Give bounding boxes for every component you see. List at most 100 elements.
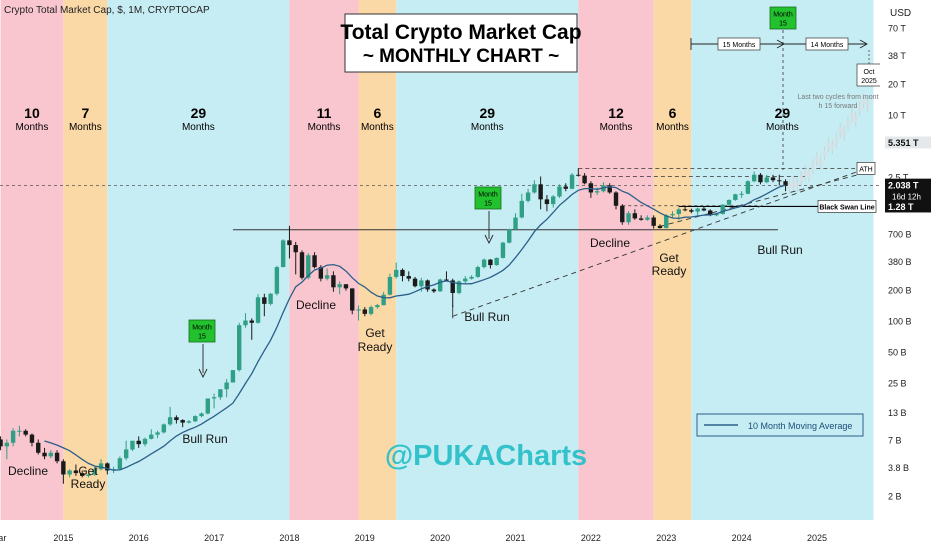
candle-body (0, 439, 3, 447)
month15-num: 15 (198, 334, 206, 341)
candle-body (758, 174, 763, 183)
projection: Last two cycles from mont h 15 forward (787, 93, 879, 194)
month15-box (474, 186, 502, 210)
y-tick-label: 2 B (888, 491, 902, 501)
projection-candle (834, 137, 838, 144)
candle-body (237, 325, 242, 371)
projection-candle (830, 144, 834, 151)
ma-legend-label: 10 Month Moving Average (748, 421, 852, 431)
month15-box (188, 319, 216, 343)
cycle-band (358, 0, 397, 520)
candle-body (98, 463, 104, 470)
candle-body (588, 183, 594, 193)
candle-body (525, 192, 531, 201)
candle-body (199, 413, 204, 417)
cycle-months-label: Months (656, 122, 689, 133)
candle-body (211, 397, 217, 399)
projection-candle (826, 142, 831, 148)
candle-body (664, 215, 669, 229)
month15-box (769, 6, 797, 30)
cycle-months-count: 11 (317, 105, 332, 121)
trend-line-short (659, 174, 859, 227)
current-price-text: 2.038 T (888, 181, 919, 191)
cycle-band (63, 0, 108, 520)
month15-text: Month (773, 12, 793, 19)
candle-body (726, 199, 732, 205)
candle-body (167, 417, 173, 425)
projection-candle (803, 170, 807, 176)
y-tick-label: 10 T (888, 111, 906, 121)
duration-box-1 (717, 37, 761, 51)
candle-body (689, 210, 694, 212)
candle-body (682, 209, 688, 211)
candle-body (17, 430, 22, 432)
watermark: @PUKACharts (385, 440, 587, 472)
candle-body (262, 297, 267, 304)
cycle-months-count: 29 (775, 105, 791, 121)
phase-label: Decline (590, 236, 630, 250)
phase-label: Get (78, 464, 98, 478)
candle-body (180, 420, 185, 423)
candle-body (783, 181, 788, 186)
black-swan-box (817, 200, 877, 213)
candle-body (519, 200, 524, 218)
phase-label: Decline (8, 464, 48, 478)
candle-body (230, 370, 236, 383)
candle-body (387, 276, 393, 295)
duration-label-1: 15 Months (723, 42, 756, 49)
candle-body (557, 186, 562, 197)
black-swan-badge (885, 200, 931, 213)
candle-body (582, 175, 587, 184)
candle-body (67, 470, 72, 475)
phase-label: Get (659, 251, 679, 265)
ma-line (44, 184, 786, 471)
candle-body (350, 288, 355, 311)
projection-candle (854, 116, 858, 122)
candle-body (274, 267, 280, 294)
candle-body (312, 255, 317, 268)
x-tick-label: 2024 (732, 533, 752, 543)
candle-body (720, 204, 725, 215)
candle-body (733, 194, 738, 200)
candle-body (280, 240, 286, 268)
candle-body (745, 181, 751, 194)
candle-body (86, 474, 91, 476)
phase-label: Bull Run (464, 310, 509, 324)
candle-body (249, 320, 254, 323)
candle-body (770, 177, 776, 181)
projection-candle (846, 120, 850, 127)
y-tick-label: 50 B (888, 348, 907, 358)
projection-candle (838, 127, 842, 134)
candle-body (362, 309, 367, 314)
projection-candle (819, 160, 823, 166)
cycle-months-label: Months (182, 122, 215, 133)
candle-body (61, 461, 66, 475)
candle-body (544, 199, 550, 205)
candle-body (337, 284, 342, 288)
candle-body (651, 217, 656, 226)
trend-lines (452, 171, 859, 319)
candle-body (444, 279, 449, 281)
current-price-badge (885, 178, 931, 204)
duration-box-2 (805, 37, 849, 51)
cycle-months-count: 7 (81, 105, 89, 121)
month15-text: Month (192, 325, 212, 332)
candle-body (456, 281, 462, 293)
candle-body (607, 185, 612, 193)
candle-body (701, 208, 707, 211)
candle-body (620, 205, 625, 223)
candle-body (463, 278, 468, 282)
x-tick-label: 2016 (129, 533, 149, 543)
candle-body (494, 257, 499, 266)
candle-body (375, 305, 380, 308)
candle-body (538, 184, 543, 200)
chart-title: Total Crypto Market Cap (340, 21, 581, 44)
x-tick-label: 2015 (53, 533, 73, 543)
title-box (344, 13, 578, 73)
projection-candle (807, 172, 811, 178)
cycle-months-count: 6 (373, 105, 381, 121)
cycle-months-label: Months (766, 122, 799, 133)
cycle-band (107, 0, 290, 520)
